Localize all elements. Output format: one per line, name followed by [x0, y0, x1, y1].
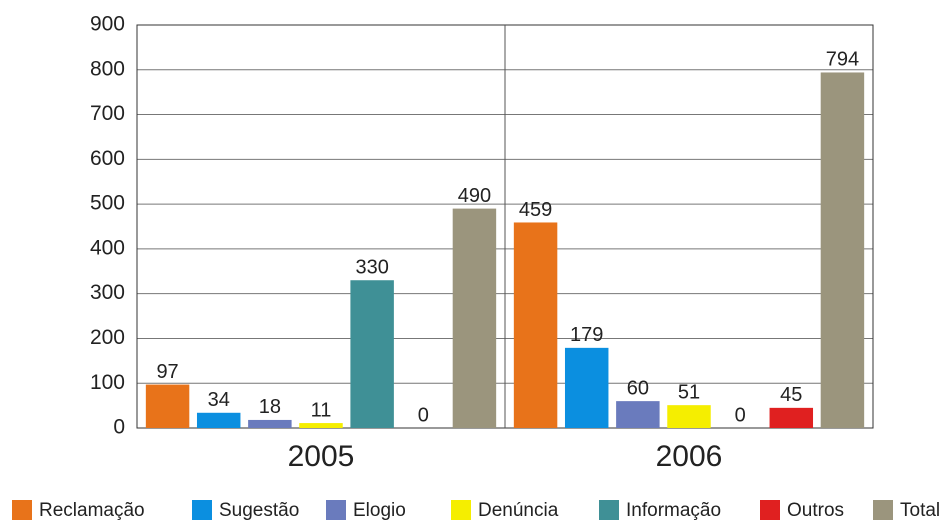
bar	[667, 405, 711, 428]
bar	[513, 222, 558, 428]
legend-swatch	[760, 500, 780, 520]
y-tick-label: 500	[90, 192, 125, 215]
legend-swatch	[326, 500, 346, 520]
value-label: 794	[826, 49, 859, 71]
value-label: 18	[259, 396, 281, 418]
legend-label: Outros	[787, 500, 844, 521]
bar	[452, 208, 497, 428]
bar	[350, 280, 394, 428]
bar	[564, 347, 609, 428]
value-label: 0	[735, 404, 746, 426]
bar	[145, 384, 190, 428]
y-tick-label: 200	[90, 326, 125, 349]
legend-swatch	[192, 500, 212, 520]
legend-label: Sugestão	[219, 500, 299, 521]
legend-label: Total	[900, 500, 940, 521]
x-tick-label: 2006	[656, 440, 723, 473]
y-tick-label: 100	[90, 371, 125, 394]
legend-label: Informação	[626, 500, 721, 521]
value-label: 459	[519, 199, 552, 221]
bar	[299, 423, 343, 428]
bar	[196, 412, 241, 428]
x-tick-label: 2005	[288, 440, 355, 473]
value-label: 179	[570, 324, 603, 346]
y-tick-label: 0	[113, 416, 125, 439]
value-label: 51	[678, 381, 700, 403]
y-tick-label: 900	[90, 13, 125, 36]
y-tick-label: 400	[90, 236, 125, 259]
bar	[820, 72, 865, 428]
value-label: 34	[208, 389, 230, 411]
legend-swatch	[599, 500, 619, 520]
y-tick-label: 700	[90, 102, 125, 125]
bar	[769, 407, 814, 428]
value-label: 330	[355, 257, 388, 279]
value-label: 45	[780, 384, 802, 406]
legend-swatch	[451, 500, 471, 520]
bar	[248, 419, 292, 428]
legend-swatch	[873, 500, 893, 520]
value-label: 0	[418, 404, 429, 426]
value-label: 490	[458, 185, 491, 207]
y-tick-label: 800	[90, 57, 125, 80]
value-label: 11	[311, 399, 332, 421]
y-tick-label: 600	[90, 147, 125, 170]
bar	[616, 401, 660, 428]
legend-swatch	[12, 500, 32, 520]
legend-label: Reclamação	[39, 500, 145, 521]
value-label: 97	[156, 361, 178, 383]
y-tick-label: 300	[90, 281, 125, 304]
legend-label: Elogio	[353, 500, 406, 521]
value-label: 60	[627, 377, 649, 399]
legend-label: Denúncia	[478, 500, 559, 521]
